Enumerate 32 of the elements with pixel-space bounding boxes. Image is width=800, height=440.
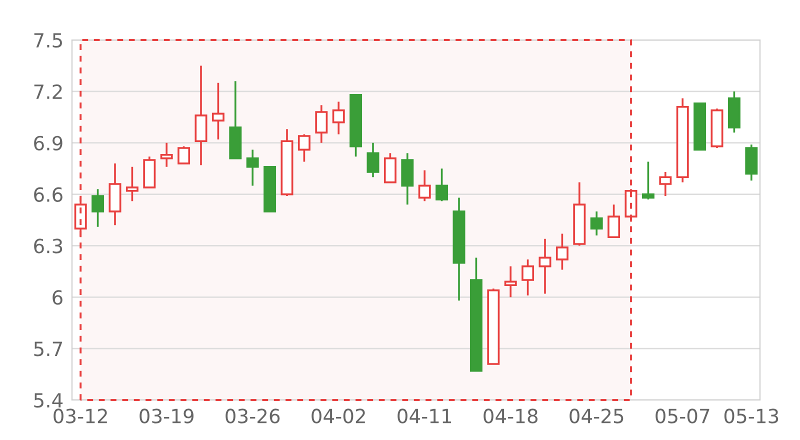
candlestick xyxy=(556,232,568,271)
y-tick-label: 5.4 xyxy=(34,393,63,408)
candlestick xyxy=(315,104,328,144)
x-tick-label: 03-12 xyxy=(54,408,107,424)
y-tick-label: 5.7 xyxy=(34,342,62,356)
x-tick-label: 05-13 xyxy=(724,408,778,424)
y-tick-label: 7.2 xyxy=(34,84,62,99)
candlestick xyxy=(246,148,259,187)
candlestick xyxy=(194,64,208,166)
x-tick-label: 03-26 xyxy=(226,408,280,424)
x-tick-label: 04-18 xyxy=(484,408,538,424)
x-tick-label: 04-02 xyxy=(312,408,365,424)
x-tick-label: 05-07 xyxy=(656,408,710,424)
candlestick xyxy=(108,162,122,226)
candlestick xyxy=(676,97,689,184)
candlestick xyxy=(504,265,517,298)
y-tick-label: 7.5 xyxy=(34,33,62,48)
candlestick xyxy=(332,100,345,136)
y-tick-label: 6 xyxy=(52,290,62,305)
candlestick xyxy=(160,142,173,168)
x-tick-label: 04-25 xyxy=(570,408,624,424)
y-tick-label: 6.3 xyxy=(34,238,62,254)
x-tick-label: 04-11 xyxy=(398,408,452,424)
candlestick xyxy=(212,82,224,140)
y-tick-label: 6.6 xyxy=(34,187,62,202)
candlestick xyxy=(590,210,603,236)
candlestick xyxy=(538,238,552,295)
candlestick xyxy=(401,152,414,206)
x-tick-label: 03-19 xyxy=(140,408,194,424)
y-tick-label: 6.9 xyxy=(34,136,62,151)
candlestick xyxy=(452,196,466,302)
candlestick xyxy=(126,166,138,202)
